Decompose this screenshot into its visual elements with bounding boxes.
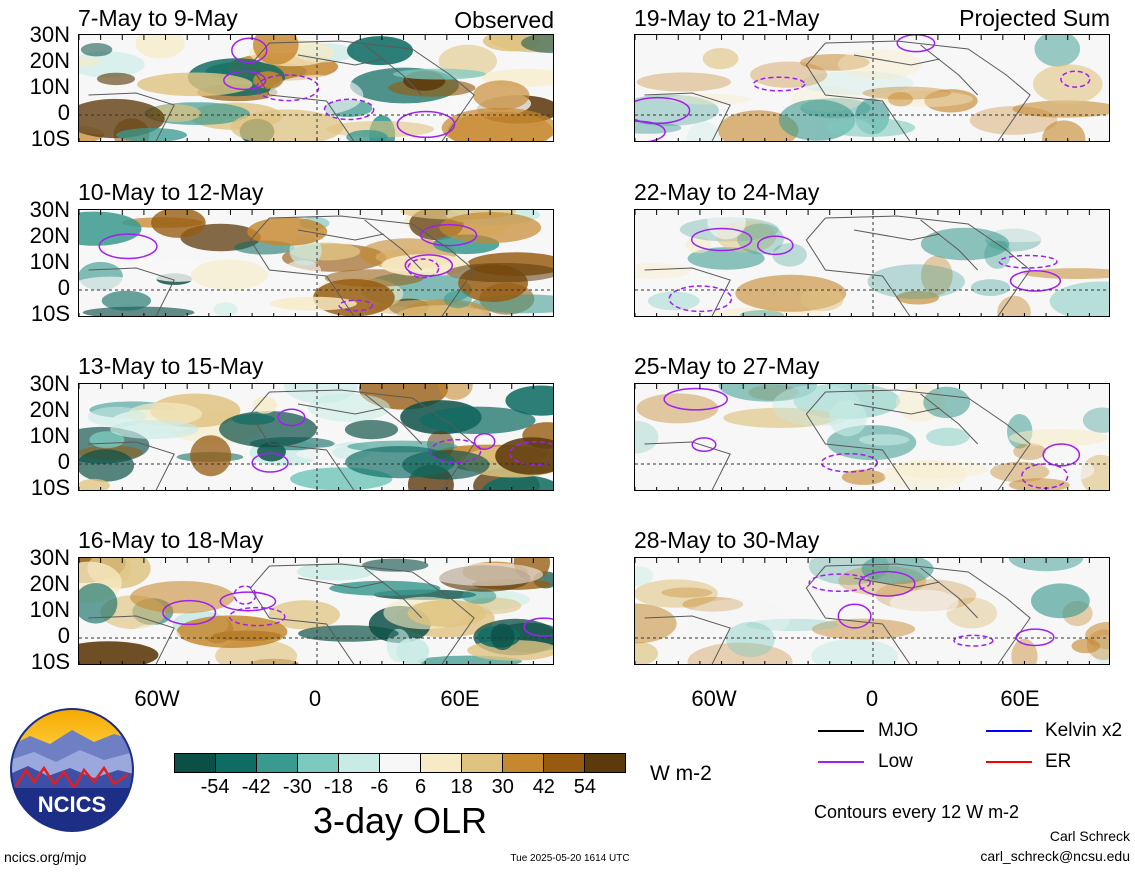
lat-label: 10N [29,74,70,99]
colorbar-tick-label: -42 [241,776,271,798]
lat-label: 30N [29,22,70,47]
colorbar-swatch [585,754,625,772]
lon-label-60e-right: 60E [1000,686,1040,711]
lat-label: 30N [29,545,70,570]
colorbar-tick-label: -18 [323,776,353,798]
lat-label: 20N [29,397,70,422]
colorbar-tick-label: -54 [200,776,230,798]
panel-title: 19-May to 21-May [634,5,820,31]
colorbar-swatch [257,754,298,772]
colorbar-swatch [462,754,503,772]
panel-title: 10-May to 12-May [78,179,264,205]
lat-label: 10N [29,423,70,448]
legend-label-low: Low [878,751,913,772]
lat-label: 10S [30,126,70,151]
legend-swatch-kelvin [986,730,1032,732]
lon-label-0: 0 [308,686,322,711]
olr-map-projected-2 [634,209,1110,317]
colorbar-swatch [216,754,257,772]
lat-label: 10S [30,475,70,500]
lat-label: 20N [29,571,70,596]
lat-label: 10S [30,649,70,674]
legend-label-mjo: MJO [878,720,919,741]
lat-label: 20N [29,223,70,248]
colorbar-units: W m-2 [650,762,712,785]
olr-map-observed-2 [78,209,554,317]
colorbar-title: 3-day OLR [312,800,488,841]
legend-swatch-mjo [818,730,864,732]
footer-email[interactable]: carl_schreck@ncsu.edu [980,848,1130,864]
lon-label-60e: 60E [440,686,480,711]
lon-label-60w: 60W [134,686,180,711]
colorbar-tick-label: 18 [450,776,473,798]
panel-title: 7-May to 9-May [78,5,238,31]
lat-label: 10N [29,597,70,622]
colorbar-tick-label: 42 [532,776,555,798]
colorbar-swatch [298,754,339,772]
lat-label: 20N [29,48,70,73]
colorbar-swatch [544,754,585,772]
legend-label-kelvin: Kelvin x2 [1045,720,1123,741]
colorbar-tick-label: 30 [491,776,514,798]
colorbar-tick-label: -6 [370,776,389,798]
olr-map-projected-1 [634,34,1110,142]
legend-label-er: ER [1045,751,1072,772]
panel-title: 25-May to 27-May [634,353,820,379]
panel-title: 16-May to 18-May [78,527,264,553]
olr-map-observed-4 [78,557,554,665]
colorbar-swatch [339,754,380,772]
ncics-logo: NCICS [10,708,134,837]
lat-label: 0 [57,449,70,474]
footer-timestamp: Tue 2025-05-20 1614 UTC [510,853,630,864]
panel-title: 13-May to 15-May [78,353,264,379]
legend-swatch-low [818,761,864,763]
olr-map-projected-3 [634,383,1110,491]
legend-swatch-er [986,761,1032,763]
colorbar-tick-label: 54 [573,776,597,798]
colorbar-swatch [421,754,462,772]
footer-author: Carl Schreck [1049,828,1130,844]
colorbar-swatch [175,754,216,772]
colorbar-swatch [380,754,421,772]
olr-colorbar [174,753,626,773]
olr-map-projected-4 [634,557,1110,665]
lon-label-0-right: 0 [865,686,879,711]
olr-map-observed-3 [78,383,554,491]
olr-map-observed-1 [78,34,554,142]
lat-label: 0 [57,623,70,648]
footer-url[interactable]: ncics.org/mjo [4,849,87,865]
colorbar-swatch [503,754,544,772]
lon-label-60w-right: 60W [691,686,737,711]
colorbar-tick-label: -30 [282,776,312,798]
panel-title: 22-May to 24-May [634,179,820,205]
lat-label: 10N [29,249,70,274]
colorbar-tick-label: 6 [414,776,427,798]
lat-label: 30N [29,197,70,222]
lat-label: 30N [29,371,70,396]
panel-title: 28-May to 30-May [634,527,820,553]
contour-note: Contours every 12 W m-2 [814,802,1020,822]
lat-label: 0 [57,100,70,125]
panel-type-label: Observed [454,7,554,33]
lat-label: 10S [30,301,70,326]
logo-text: NCICS [38,792,106,817]
panel-type-label: Projected Sum [959,5,1110,31]
lat-label: 0 [57,275,70,300]
